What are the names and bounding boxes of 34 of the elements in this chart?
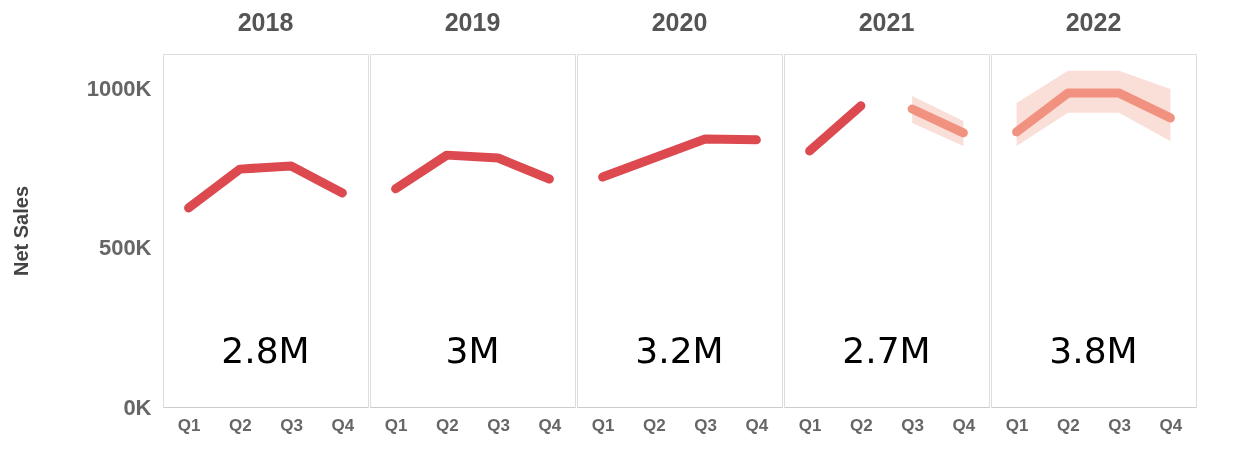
chart-title: 2020	[651, 8, 708, 36]
x-tick-label: Q2	[436, 415, 459, 435]
x-tick-label: Q1	[798, 415, 822, 435]
chart-title: 2021	[858, 8, 915, 36]
x-tick-label: Q2	[850, 415, 873, 435]
chart-title: 2022	[1065, 8, 1122, 36]
y-axis-title: Net Sales	[9, 185, 32, 277]
x-tick-label: Q1	[177, 415, 201, 435]
x-tick-label: Q3	[487, 415, 510, 435]
x-tick-label: Q3	[1108, 415, 1131, 435]
x-tick-label: Q4	[952, 415, 976, 435]
annotation: 2.8M	[221, 330, 310, 371]
x-tick-label: Q3	[901, 415, 924, 435]
x-tick-label: Q4	[538, 415, 562, 435]
x-tick-label: Q3	[280, 415, 303, 435]
x-tick-label: Q2	[643, 415, 666, 435]
x-tick-label: Q4	[1159, 415, 1183, 435]
y-tick-label: 500K	[98, 235, 152, 261]
x-tick-label: Q1	[591, 415, 615, 435]
x-tick-label: Q2	[229, 415, 252, 435]
x-tick-label: Q1	[1005, 415, 1029, 435]
x-tick-label: Q1	[384, 415, 408, 435]
x-tick-label: Q4	[331, 415, 355, 435]
x-tick-label: Q2	[1057, 415, 1080, 435]
y-tick-label: 1000K	[86, 76, 152, 102]
annotation: 2.7M	[842, 330, 931, 371]
x-tick-label: Q4	[745, 415, 769, 435]
annotation: 3.2M	[635, 330, 724, 371]
annotation: 3.8M	[1049, 330, 1138, 371]
annotation: 3M	[445, 330, 500, 371]
chart-title: 2019	[444, 8, 501, 36]
chart-title: 2018	[237, 8, 294, 36]
x-tick-label: Q3	[694, 415, 717, 435]
y-tick-label: 0K	[123, 394, 152, 420]
